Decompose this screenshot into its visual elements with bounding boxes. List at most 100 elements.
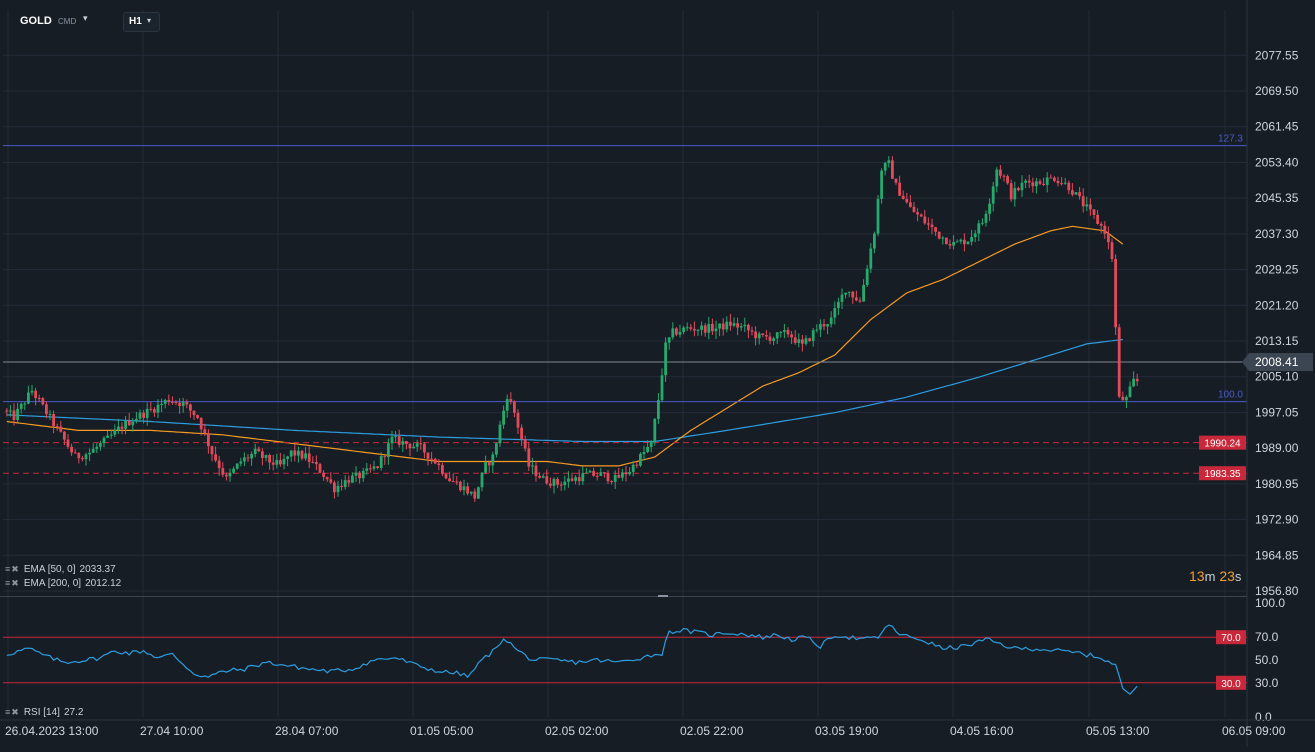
candle-bull — [581, 473, 585, 482]
candle-bear — [261, 451, 264, 458]
candle-bull — [304, 453, 307, 459]
candle-bear — [358, 472, 361, 479]
candle-bear — [937, 231, 941, 239]
price-tick-label: 2037.30 — [1255, 227, 1299, 241]
candle-bull — [232, 468, 235, 473]
candle-bull — [336, 485, 340, 493]
candle-bear — [430, 458, 433, 460]
candle-bear — [210, 446, 214, 455]
candle-bull — [109, 434, 113, 436]
menu-icon[interactable]: ≡ — [5, 707, 11, 717]
candle-bear — [606, 472, 610, 482]
candle-bear — [66, 439, 70, 447]
symbol-type-label: CMD — [58, 17, 77, 26]
price-tick-label: 2005.10 — [1255, 370, 1299, 384]
chevron-down-icon[interactable]: ▾ — [83, 13, 88, 23]
candle-bear — [1110, 242, 1114, 259]
candle-bull — [667, 337, 671, 343]
candle-bull — [819, 324, 822, 330]
close-icon[interactable]: ✖ — [11, 578, 19, 588]
candle-bull — [678, 331, 682, 335]
candle-bull — [783, 330, 786, 332]
rsi-tick-label: 0.0 — [1255, 710, 1272, 724]
candle-bear — [901, 195, 905, 200]
candle-bear — [55, 426, 59, 428]
indicator-legend-ema50[interactable]: ≡✖ EMA [50, 0] 2033.37 — [5, 564, 116, 575]
candle-bear — [822, 324, 826, 327]
candle-bull — [379, 456, 383, 469]
candle-bull — [275, 460, 279, 465]
candle-bull — [739, 326, 743, 328]
close-icon[interactable]: ✖ — [11, 707, 19, 717]
candle-bear — [214, 454, 217, 461]
candle-bear — [570, 478, 574, 481]
candle-bull — [297, 450, 300, 456]
price-tick-label: 2045.35 — [1255, 191, 1299, 205]
price-axis[interactable]: 2077.55 2069.50 2061.45 2053.40 2045.35 2037.… — [1242, 0, 1313, 747]
candle-bull — [131, 421, 135, 426]
candle-bear — [919, 214, 923, 217]
candle-bull — [563, 481, 567, 486]
candle-bull — [156, 404, 160, 413]
price-tick-label: 1964.85 — [1255, 548, 1299, 562]
candle-bull — [1132, 378, 1135, 387]
candle-bear — [5, 410, 9, 412]
rsi-level-label: 30.0 — [1221, 679, 1241, 690]
candle-bear — [855, 297, 858, 301]
candle-bear — [196, 415, 199, 419]
candle-bull — [289, 450, 293, 457]
candle-bear — [1099, 223, 1103, 226]
candle-bull — [995, 169, 999, 187]
candle-bull — [811, 330, 815, 341]
candle-bear — [999, 169, 1002, 176]
candle-bull — [862, 284, 865, 302]
candle-bull — [840, 294, 844, 302]
price-tick-label: 2021.20 — [1255, 298, 1299, 312]
candle-bear — [1089, 204, 1092, 210]
menu-icon[interactable]: ≡ — [5, 578, 11, 588]
candle-bear — [221, 468, 225, 475]
indicator-params: [50, 0] — [47, 564, 76, 575]
candle-bull — [498, 424, 502, 444]
candle-bear — [930, 224, 934, 228]
candle-bear — [923, 216, 927, 224]
candle-bear — [300, 450, 304, 459]
price-tick-label: 1956.80 — [1255, 584, 1299, 598]
pane-resize-handle[interactable] — [658, 595, 668, 597]
candle-bear — [459, 481, 462, 491]
pane-divider — [0, 596, 1247, 597]
symbol-selector[interactable]: GOLD — [20, 15, 52, 27]
candle-bear — [1042, 183, 1045, 185]
price-tick-label: 2013.15 — [1255, 334, 1299, 348]
candle-bull — [585, 472, 588, 474]
candle-bear — [1103, 225, 1107, 234]
candle-bull — [664, 342, 667, 376]
candle-bear — [768, 336, 772, 341]
candle-bull — [19, 403, 23, 409]
candle-bull — [253, 448, 257, 454]
candle-bear — [1056, 180, 1060, 184]
close-icon[interactable]: ✖ — [11, 564, 19, 574]
fib-level-label: 127.3 — [1218, 134, 1243, 145]
timeframe-selector[interactable]: H1 ▾ — [123, 12, 160, 32]
candle-bear — [174, 402, 178, 404]
candle-bear — [1027, 180, 1031, 183]
candle-bull — [829, 317, 833, 325]
candle-bear — [1081, 196, 1085, 207]
candle-bear — [315, 461, 318, 465]
ema-200-line — [6, 338, 1123, 443]
time-axis[interactable]: 26.04.2023 13:00 27.04 10:00 28.04 07:00 01… — [0, 719, 1315, 738]
candle-bull — [657, 400, 660, 419]
candle-bear — [1078, 192, 1081, 197]
candle-bear — [1049, 177, 1053, 179]
indicator-legend-ema200[interactable]: ≡✖ EMA [200, 0] 2012.12 — [5, 578, 121, 589]
candle-bear — [487, 462, 491, 466]
indicator-legend-rsi[interactable]: ≡✖ RSI [14] 27.2 — [5, 707, 83, 718]
menu-icon[interactable]: ≡ — [5, 564, 11, 574]
candle-bull — [775, 332, 779, 339]
candle-bear — [127, 420, 131, 426]
rsi-axis[interactable]: 100.0 70.0 50.0 30.0 0.0 — [1255, 596, 1285, 724]
candle-bull — [484, 462, 487, 473]
